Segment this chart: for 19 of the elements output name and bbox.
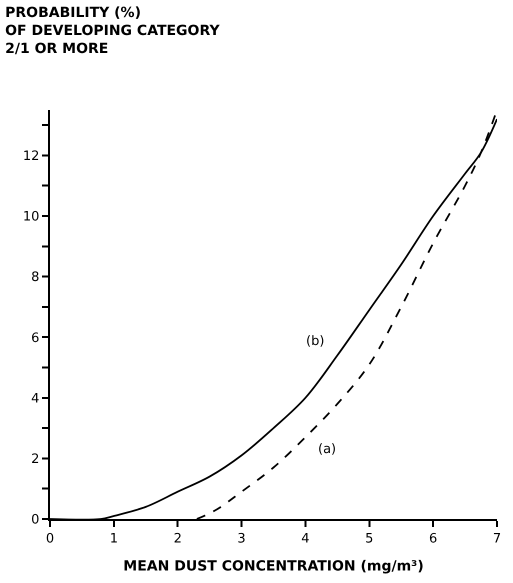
y-tick-label: 8	[31, 270, 40, 286]
y-tick-label: 0	[31, 512, 40, 528]
x-tick-label: 6	[429, 532, 438, 547]
y-tick-label: 10	[22, 210, 40, 225]
x-tick-label: 4	[301, 532, 310, 547]
y-tick-label: 12	[22, 148, 40, 164]
y-tick-label: 6	[31, 330, 40, 346]
x-tick-label: 5	[365, 532, 374, 547]
y-tick-label: 2	[31, 452, 40, 467]
y-tick-label: 4	[31, 391, 40, 406]
chart-title: PROBABILITY (%) OF DEVELOPING CATEGORY 2/1 OR MORE	[5, 4, 220, 58]
series-label: (b)	[306, 334, 324, 349]
x-axis-title: MEAN DUST CONCENTRATION (mg/m³)	[123, 558, 424, 574]
x-tick-label: 0	[46, 532, 54, 547]
x-tick-label: 7	[492, 532, 502, 547]
x-tick-label: 1	[110, 532, 118, 547]
series-label: (a)	[318, 442, 336, 457]
x-tick-label: 2	[174, 532, 182, 547]
x-tick-label: 3	[237, 532, 246, 547]
